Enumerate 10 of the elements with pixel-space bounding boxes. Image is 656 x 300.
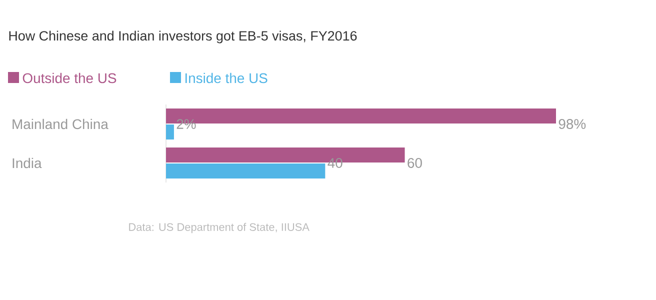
text: Data: US Department of State, IIUSA xyxy=(129,222,310,234)
y-tick-label: Mainland China xyxy=(12,118,108,130)
data-label: 60 xyxy=(408,158,422,168)
chart-title: How Chinese and Indian investors got EB-5 visas, FY2016 xyxy=(9,30,357,44)
bar xyxy=(166,164,326,179)
y-tick-label: India xyxy=(12,158,42,168)
legend-label: Outside the US xyxy=(22,72,116,84)
legend-label: Inside the US xyxy=(185,72,268,84)
data-label: 98% xyxy=(558,119,586,129)
bar xyxy=(166,124,174,140)
